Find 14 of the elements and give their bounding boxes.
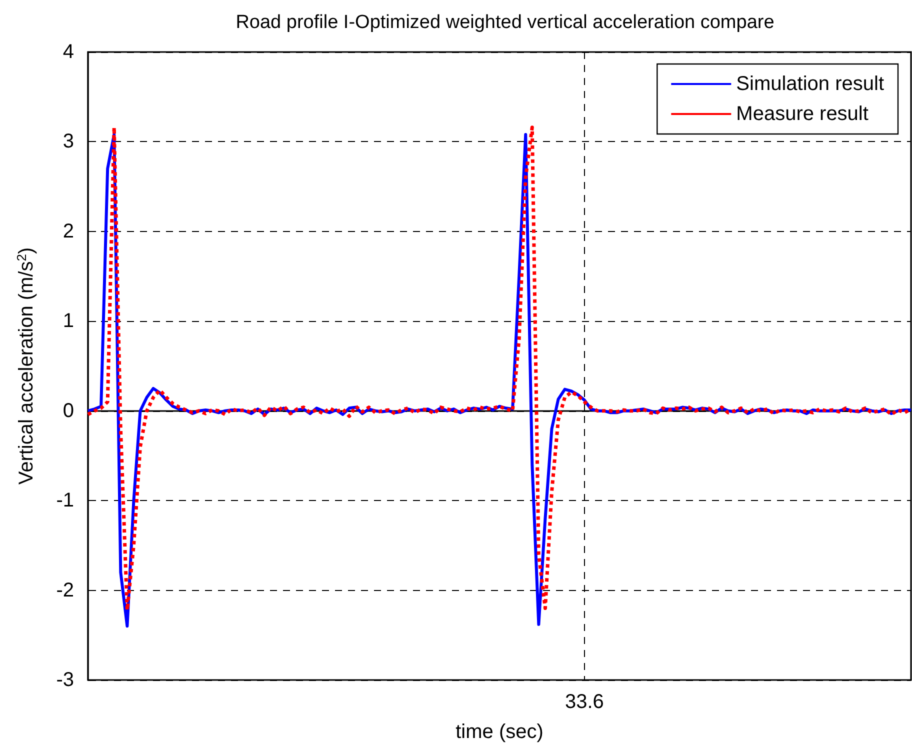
y-tick-label: -2 — [56, 579, 74, 602]
x-tick-label: 33.6 — [564, 691, 604, 713]
y-tick-label: 1 — [62, 310, 74, 332]
y-axis-title: Vertical acceleration (m/s2) — [14, 247, 38, 485]
y-tick-label: 0 — [62, 400, 74, 422]
y-tick-label: -3 — [56, 669, 74, 691]
y-tick-label: -1 — [56, 490, 74, 512]
legend-label: Simulation result — [736, 73, 884, 95]
legend-label: Measure result — [736, 103, 869, 125]
x-axis-title: time (sec) — [456, 721, 544, 743]
y-tick-label: 2 — [62, 220, 74, 242]
y-tick-label: 4 — [62, 41, 74, 63]
chart-title: Road profile I-Optimized weighted vertical acceleration compare — [236, 12, 774, 33]
y-tick-label: 3 — [62, 130, 74, 153]
